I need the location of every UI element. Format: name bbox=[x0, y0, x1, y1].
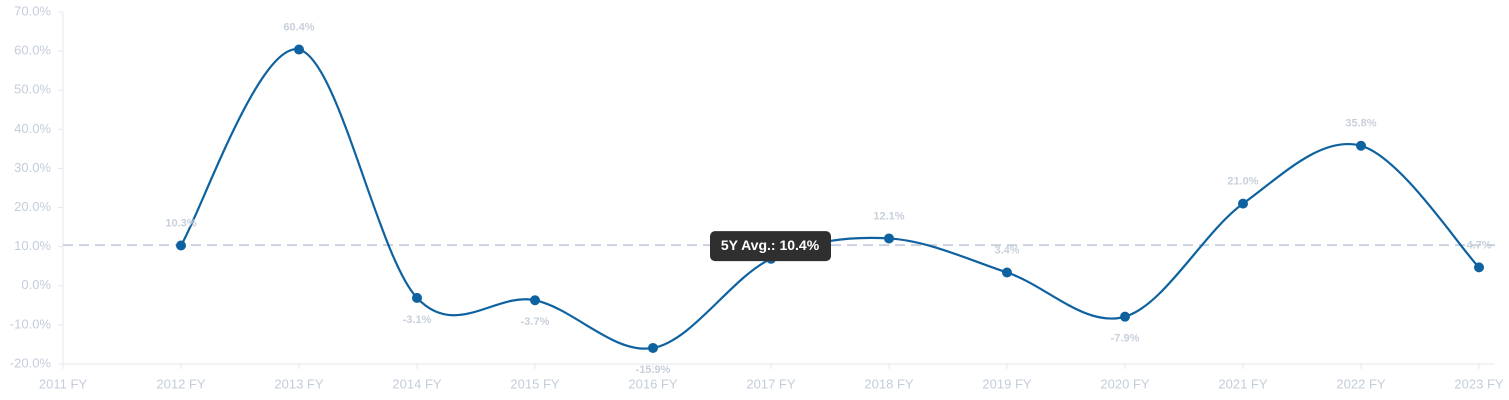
x-tick-label: 2012 FY bbox=[156, 376, 205, 391]
x-tick-label: 2011 FY bbox=[39, 376, 88, 391]
x-tick-label: 2023 FY bbox=[1454, 376, 1503, 391]
x-tick-label: 2018 FY bbox=[864, 376, 913, 391]
point bbox=[1238, 198, 1248, 209]
value-label: -3.7% bbox=[521, 316, 550, 328]
x-tick-label: 2019 FY bbox=[982, 376, 1031, 391]
x-tick-label: 2020 FY bbox=[1100, 376, 1149, 391]
average-badge: 5Y Avg.: 10.4% bbox=[710, 231, 831, 262]
y-tick-label: 70.0% bbox=[14, 3, 51, 18]
x-tick-label: 2013 FY bbox=[274, 376, 323, 391]
point bbox=[176, 240, 186, 251]
value-label: -15.9% bbox=[636, 364, 671, 376]
point bbox=[884, 233, 894, 244]
y-tick-label: 60.0% bbox=[14, 43, 51, 58]
value-label: -7.9% bbox=[1111, 333, 1140, 345]
y-tick-label: 20.0% bbox=[14, 199, 51, 214]
x-tick-label: 2017 FY bbox=[746, 376, 795, 391]
y-tick-label: 30.0% bbox=[14, 160, 51, 175]
badge-box bbox=[710, 231, 831, 262]
y-tick-label: -10.0% bbox=[10, 316, 52, 331]
value-label: 10.3% bbox=[165, 217, 196, 229]
value-label: 4.7% bbox=[1466, 239, 1491, 251]
x-tick-label: 2022 FY bbox=[1336, 376, 1385, 391]
value-label: 3.4% bbox=[994, 244, 1019, 256]
average-label: 5Y Avg.: 10.4% bbox=[721, 237, 820, 253]
value-label: 21.0% bbox=[1227, 176, 1258, 188]
y-tick-label: 50.0% bbox=[14, 82, 51, 97]
point bbox=[1002, 267, 1012, 278]
point bbox=[294, 44, 304, 55]
x-tick-label: 2016 FY bbox=[628, 376, 677, 391]
point bbox=[530, 295, 540, 306]
point bbox=[412, 292, 422, 303]
value-label: -3.1% bbox=[403, 314, 432, 326]
value-label: 35.8% bbox=[1345, 118, 1376, 130]
x-tick-label: 2021 FY bbox=[1218, 376, 1267, 391]
y-tick-label: 40.0% bbox=[14, 121, 51, 136]
value-label: 60.4% bbox=[283, 21, 314, 33]
y-tick-label: -20.0% bbox=[10, 355, 52, 370]
y-tick-label: 0.0% bbox=[21, 277, 51, 292]
value-label: 12.1% bbox=[873, 210, 904, 222]
point bbox=[1356, 140, 1366, 151]
x-tick-label: 2014 FY bbox=[392, 376, 441, 391]
point bbox=[1474, 262, 1484, 273]
point bbox=[648, 342, 658, 353]
line bbox=[180, 48, 1480, 350]
x-tick-label: 2015 FY bbox=[510, 376, 559, 391]
y-tick-label: 10.0% bbox=[14, 238, 51, 253]
point bbox=[1120, 311, 1130, 322]
